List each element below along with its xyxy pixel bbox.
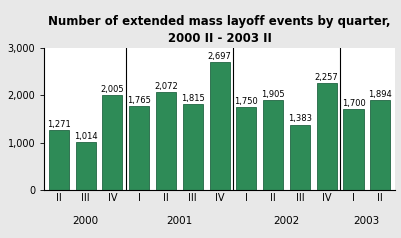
Text: 2002: 2002 bbox=[273, 216, 300, 226]
Text: 1,894: 1,894 bbox=[369, 90, 392, 99]
Bar bbox=[263, 100, 283, 190]
Text: 2,005: 2,005 bbox=[101, 85, 124, 94]
Bar bbox=[343, 109, 364, 190]
Title: Number of extended mass layoff events by quarter,
2000 II - 2003 II: Number of extended mass layoff events by… bbox=[48, 15, 391, 45]
Text: 2000: 2000 bbox=[73, 216, 99, 226]
Text: 2003: 2003 bbox=[354, 216, 380, 226]
Text: 1,700: 1,700 bbox=[342, 99, 365, 108]
Bar bbox=[102, 95, 122, 190]
Bar bbox=[49, 130, 69, 190]
Text: 2,697: 2,697 bbox=[208, 52, 231, 61]
Bar bbox=[317, 83, 337, 190]
Bar bbox=[236, 107, 256, 190]
Text: 1,905: 1,905 bbox=[261, 89, 285, 99]
Text: 1,750: 1,750 bbox=[235, 97, 258, 106]
Bar bbox=[156, 92, 176, 190]
Bar bbox=[209, 62, 230, 190]
Text: 2001: 2001 bbox=[166, 216, 192, 226]
Text: 1,014: 1,014 bbox=[74, 132, 97, 141]
Text: 1,815: 1,815 bbox=[181, 94, 205, 103]
Text: 2,072: 2,072 bbox=[154, 82, 178, 91]
Text: 1,765: 1,765 bbox=[127, 96, 151, 105]
Text: 1,271: 1,271 bbox=[47, 120, 71, 129]
Bar bbox=[75, 142, 96, 190]
Bar bbox=[290, 124, 310, 190]
Bar bbox=[370, 100, 390, 190]
Text: 2,257: 2,257 bbox=[315, 73, 338, 82]
Text: 1,383: 1,383 bbox=[288, 114, 312, 123]
Bar bbox=[129, 106, 149, 190]
Bar bbox=[183, 104, 203, 190]
